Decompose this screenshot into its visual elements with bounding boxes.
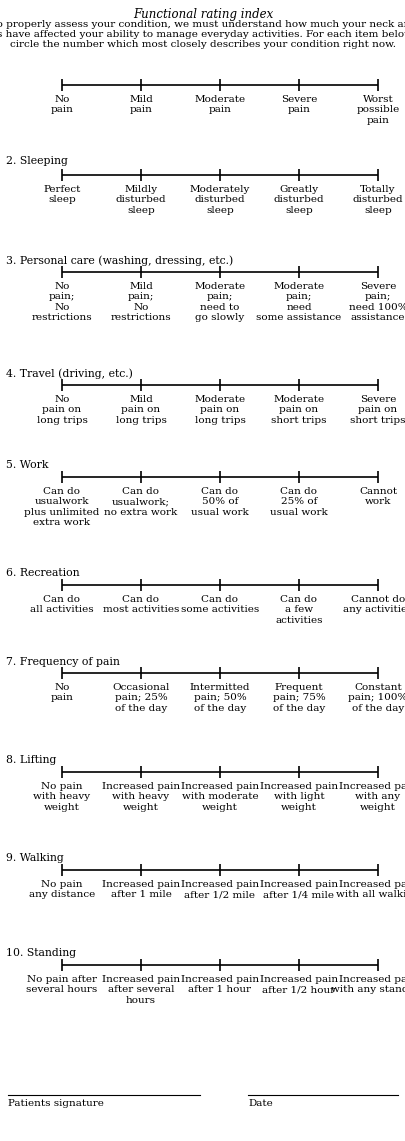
Text: Moderate
pain: Moderate pain: [194, 95, 245, 114]
Text: Cannot do
any activities: Cannot do any activities: [342, 594, 405, 614]
Text: Mild
pain: Mild pain: [129, 95, 153, 114]
Text: Can do
most activities: Can do most activities: [102, 594, 179, 614]
Text: Worst
possible
pain: Worst possible pain: [356, 95, 399, 124]
Text: No
pain;
No
restrictions: No pain; No restrictions: [32, 282, 92, 322]
Text: 10. Standing: 10. Standing: [6, 948, 76, 958]
Text: Functional rating index: Functional rating index: [132, 8, 273, 21]
Text: Increased pain
with light
weight: Increased pain with light weight: [259, 782, 337, 811]
Text: 3. Personal care (washing, dressing, etc.): 3. Personal care (washing, dressing, etc…: [6, 254, 233, 266]
Text: problems have affected your ability to manage everyday activities. For each item: problems have affected your ability to m…: [0, 30, 405, 39]
Text: Increased pain
with all walking: Increased pain with all walking: [335, 880, 405, 899]
Text: Can do
a few
activities: Can do a few activities: [275, 594, 322, 625]
Text: Can do
usualwork;
no extra work: Can do usualwork; no extra work: [104, 487, 177, 517]
Text: circle the number which most closely describes your condition right now.: circle the number which most closely des…: [10, 40, 395, 49]
Text: Increased pain
after 1/2 hour: Increased pain after 1/2 hour: [259, 976, 337, 995]
Text: 6. Recreation: 6. Recreation: [6, 568, 79, 578]
Text: Cannot
work: Cannot work: [358, 487, 396, 507]
Text: Severe
pain: Severe pain: [280, 95, 316, 114]
Text: No pain after
several hours: No pain after several hours: [26, 976, 97, 995]
Text: Can do
some activities: Can do some activities: [181, 594, 258, 614]
Text: Increased pain
after 1 hour: Increased pain after 1 hour: [181, 976, 258, 995]
Text: 8. Lifting: 8. Lifting: [6, 755, 56, 764]
Text: Perfect
sleep: Perfect sleep: [43, 185, 81, 204]
Text: Mild
pain on
long trips: Mild pain on long trips: [115, 395, 166, 424]
Text: Can do
50% of
usual work: Can do 50% of usual work: [191, 487, 248, 517]
Text: Can do
25% of
usual work: Can do 25% of usual work: [269, 487, 327, 517]
Text: Increased pain
after several
hours: Increased pain after several hours: [102, 976, 180, 1005]
Text: Severe
pain on
short trips: Severe pain on short trips: [350, 395, 405, 424]
Text: 5. Work: 5. Work: [6, 460, 48, 470]
Text: In order to properly assess your condition, we must understand how much your nec: In order to properly assess your conditi…: [0, 21, 405, 29]
Text: Moderately
disturbed
sleep: Moderately disturbed sleep: [190, 185, 249, 215]
Text: Increased pain
with moderate
weight: Increased pain with moderate weight: [181, 782, 258, 811]
Text: Constant
pain; 100%
of the day: Constant pain; 100% of the day: [347, 683, 405, 713]
Text: Frequent
pain; 75%
of the day: Frequent pain; 75% of the day: [272, 683, 324, 713]
Text: No pain
any distance: No pain any distance: [29, 880, 95, 899]
Text: Greatly
disturbed
sleep: Greatly disturbed sleep: [273, 185, 324, 215]
Text: Increased pain
with any standing: Increased pain with any standing: [330, 976, 405, 995]
Text: No
pain on
long trips: No pain on long trips: [36, 395, 87, 424]
Text: 2. Sleeping: 2. Sleeping: [6, 156, 68, 165]
Text: No
pain: No pain: [51, 95, 73, 114]
Text: Increased pain
with heavy
weight: Increased pain with heavy weight: [102, 782, 180, 811]
Text: 7. Frequency of pain: 7. Frequency of pain: [6, 657, 119, 667]
Text: Moderate
pain;
need to
go slowly: Moderate pain; need to go slowly: [194, 282, 245, 322]
Text: Patients signature: Patients signature: [8, 1099, 104, 1108]
Text: Intermitted
pain; 50%
of the day: Intermitted pain; 50% of the day: [189, 683, 249, 713]
Text: Moderate
pain on
short trips: Moderate pain on short trips: [271, 395, 326, 424]
Text: Mild
pain;
No
restrictions: Mild pain; No restrictions: [111, 282, 171, 322]
Text: Increased pain
after 1/4 mile: Increased pain after 1/4 mile: [259, 880, 337, 899]
Text: Increased pain
after 1/2 mile: Increased pain after 1/2 mile: [181, 880, 258, 899]
Text: Increased pain
after 1 mile: Increased pain after 1 mile: [102, 880, 180, 899]
Text: Moderate
pain on
long trips: Moderate pain on long trips: [194, 395, 245, 424]
Text: Occasional
pain; 25%
of the day: Occasional pain; 25% of the day: [112, 683, 169, 713]
Text: 4. Travel (driving, etc.): 4. Travel (driving, etc.): [6, 369, 132, 379]
Text: Moderate
pain;
need
some assistance: Moderate pain; need some assistance: [256, 282, 341, 322]
Text: No pain
with heavy
weight: No pain with heavy weight: [33, 782, 90, 811]
Text: Totally
disturbed
sleep: Totally disturbed sleep: [352, 185, 402, 215]
Text: Severe
pain;
need 100%
assistance: Severe pain; need 100% assistance: [348, 282, 405, 322]
Text: 9. Walking: 9. Walking: [6, 853, 64, 863]
Text: Mildly
disturbed
sleep: Mildly disturbed sleep: [115, 185, 166, 215]
Text: Date: Date: [247, 1099, 272, 1108]
Text: Increased pain
with any
weight: Increased pain with any weight: [338, 782, 405, 811]
Text: Can do
all activities: Can do all activities: [30, 594, 94, 614]
Text: Can do
usualwork
plus unlimited
extra work: Can do usualwork plus unlimited extra wo…: [24, 487, 100, 527]
Text: No
pain: No pain: [51, 683, 73, 703]
